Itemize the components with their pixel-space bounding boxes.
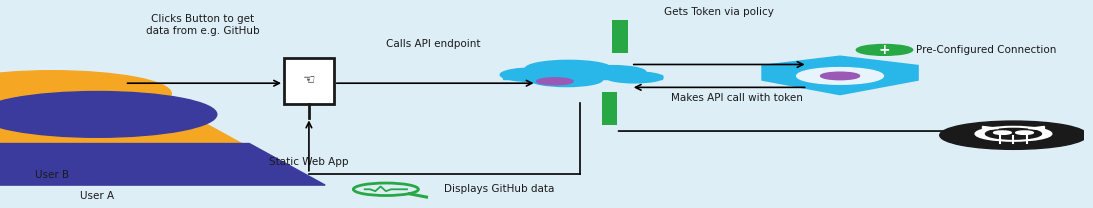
Polygon shape <box>503 75 662 79</box>
Text: Static Web App: Static Web App <box>269 157 349 167</box>
Circle shape <box>537 78 573 85</box>
Text: Makes API call with token: Makes API call with token <box>671 93 803 103</box>
Polygon shape <box>0 144 326 185</box>
Circle shape <box>577 66 646 79</box>
Bar <box>612 20 627 53</box>
Circle shape <box>1015 131 1033 134</box>
Text: Gets Token via policy: Gets Token via policy <box>663 7 774 17</box>
Text: Clicks Button to get
data from e.g. GitHub: Clicks Button to get data from e.g. GitH… <box>145 14 259 36</box>
Polygon shape <box>0 123 280 164</box>
Circle shape <box>530 73 602 87</box>
Circle shape <box>797 68 883 84</box>
FancyBboxPatch shape <box>284 58 333 104</box>
Bar <box>601 92 616 125</box>
Text: Pre-Configured Connection: Pre-Configured Connection <box>916 45 1056 55</box>
Circle shape <box>821 72 859 80</box>
Polygon shape <box>1029 126 1045 130</box>
Circle shape <box>856 45 913 55</box>
Circle shape <box>526 60 612 77</box>
Text: ☜: ☜ <box>303 72 315 86</box>
Circle shape <box>607 72 663 83</box>
Text: Calls API endpoint: Calls API endpoint <box>386 39 481 49</box>
Circle shape <box>0 71 172 116</box>
Text: +: + <box>879 43 891 57</box>
Circle shape <box>994 131 1011 134</box>
Polygon shape <box>983 126 999 130</box>
Circle shape <box>975 126 1051 141</box>
Circle shape <box>986 128 1042 139</box>
Text: User B: User B <box>35 170 69 180</box>
Text: Displays GitHub data: Displays GitHub data <box>445 184 555 194</box>
Text: User A: User A <box>81 191 115 201</box>
Circle shape <box>501 68 573 82</box>
Polygon shape <box>762 56 918 95</box>
Circle shape <box>940 121 1088 149</box>
Circle shape <box>0 92 216 137</box>
